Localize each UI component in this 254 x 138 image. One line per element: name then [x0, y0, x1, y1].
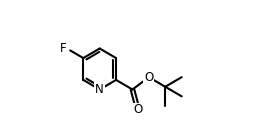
Text: F: F — [60, 42, 67, 55]
Text: O: O — [144, 71, 153, 84]
Text: O: O — [133, 104, 142, 116]
Text: N: N — [95, 83, 104, 96]
